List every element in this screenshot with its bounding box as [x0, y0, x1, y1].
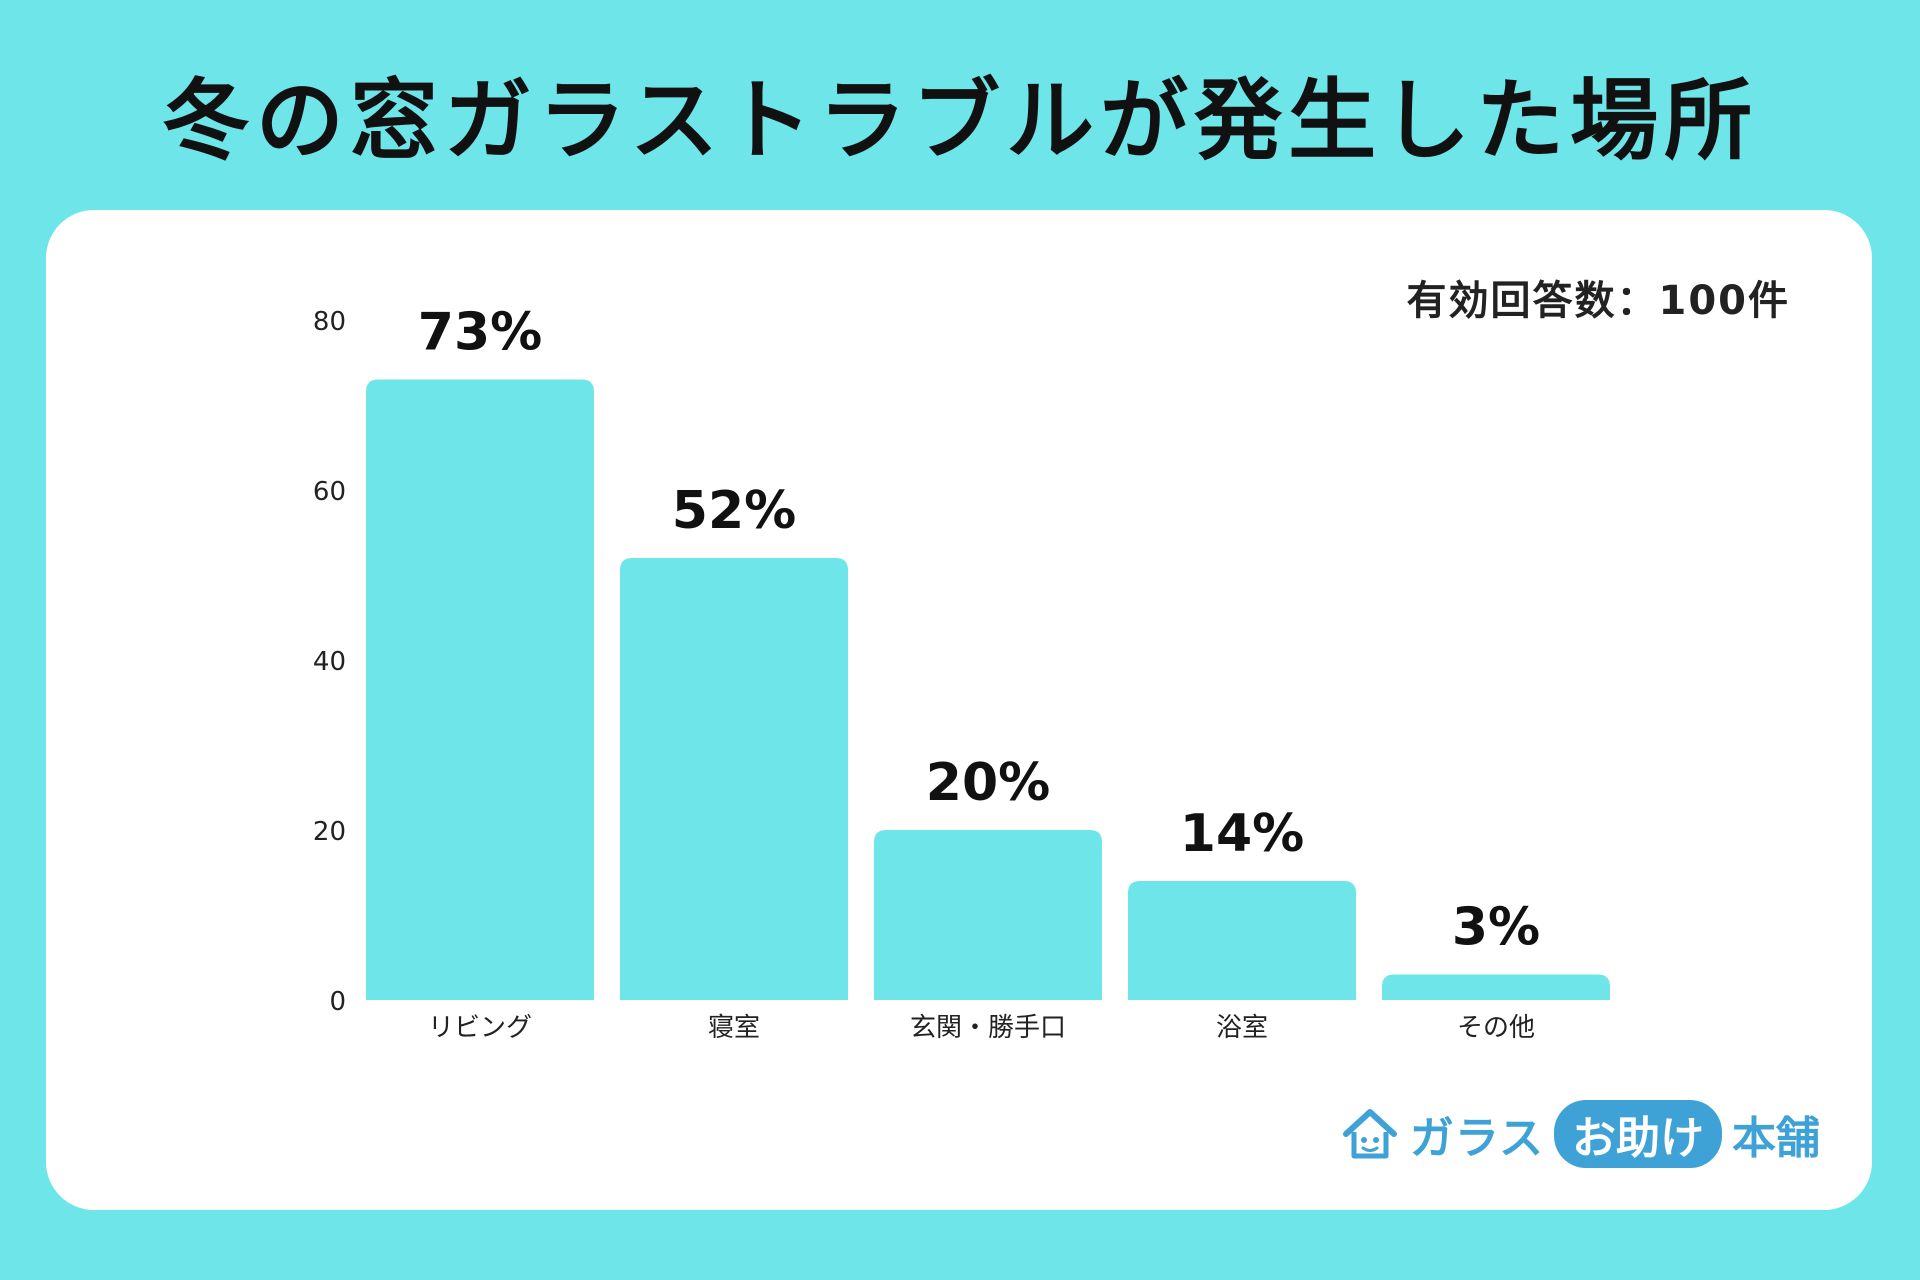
y-tick-label: 0: [329, 987, 346, 1017]
y-tick-label: 80: [313, 307, 346, 337]
brand-name-part2: お助け: [1554, 1100, 1722, 1168]
data-label: 14%: [1180, 804, 1304, 864]
bar: [366, 379, 594, 1000]
y-tick-label: 20: [313, 817, 346, 847]
x-tick-label: その他: [1457, 1013, 1535, 1043]
house-icon: [1342, 1109, 1397, 1159]
bar: [1128, 881, 1356, 1000]
data-label: 20%: [926, 753, 1050, 813]
y-tick-label: 40: [313, 647, 346, 677]
bar: [1382, 974, 1610, 1000]
bar: [874, 830, 1102, 1000]
x-tick-label: 寝室: [708, 1013, 760, 1043]
y-tick-label: 60: [313, 477, 346, 507]
brand-name-part1: ガラス: [1409, 1113, 1544, 1164]
bar: [620, 558, 848, 1000]
page-title: 冬の窓ガラストラブルが発生した場所: [161, 69, 1759, 172]
data-label: 73%: [418, 303, 542, 363]
x-tick-label: リビング: [428, 1013, 532, 1043]
chart-card: 0 20 40 60 80 73% リビング 52% 寝室 20% 玄関・勝手口 14% 浴室 3% その他…: [46, 210, 1872, 1210]
brand-name-part3: 本舗: [1732, 1113, 1820, 1164]
bar-chart: 0 20 40 60 80 73% リビング 52% 寝室 20% 玄関・勝手口 14% 浴室 3% その他: [313, 303, 1610, 1043]
data-label: 3%: [1452, 898, 1540, 958]
data-label: 52%: [672, 481, 796, 541]
x-tick-label: 玄関・勝手口: [910, 1013, 1066, 1043]
x-tick-label: 浴室: [1216, 1013, 1268, 1043]
brand-logo: ガラス お助け 本舗: [1340, 1100, 1820, 1168]
response-count-note: 有効回答数：100件: [1406, 278, 1790, 324]
